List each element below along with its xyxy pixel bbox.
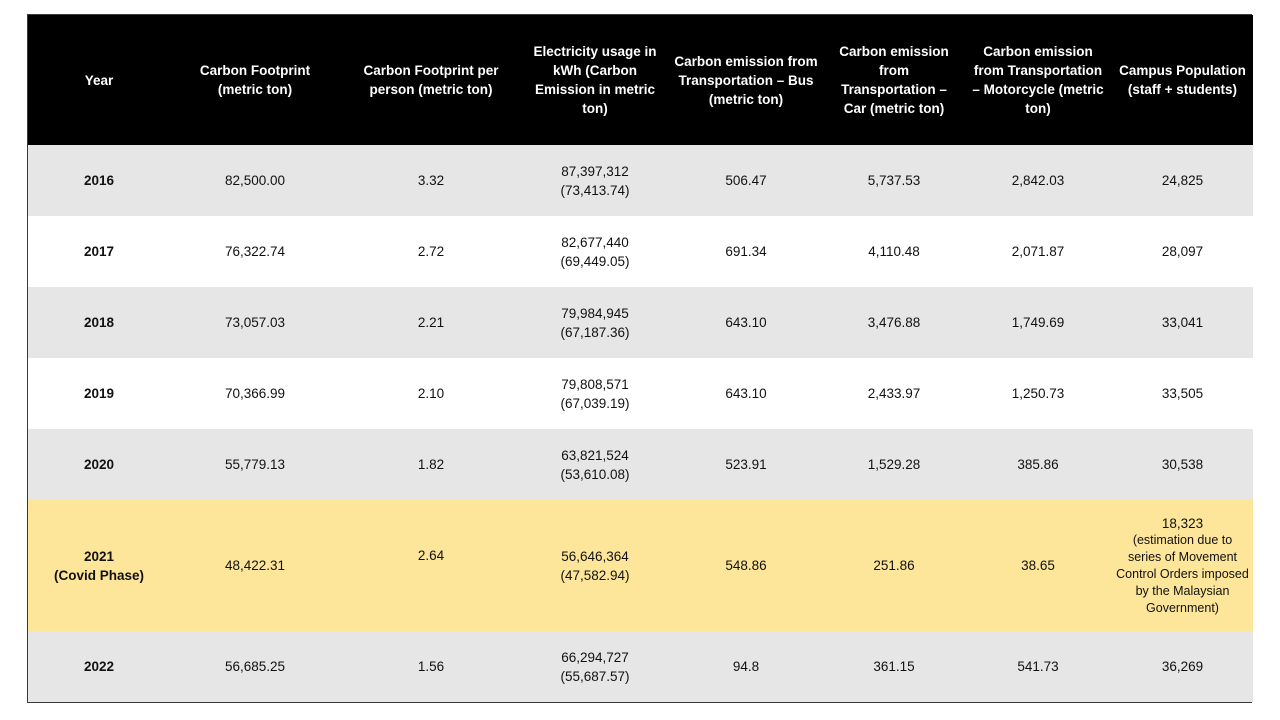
- table-row: 2020 55,779.13 1.82 63,821,524 (53,610.0…: [28, 429, 1253, 500]
- electricity-kwh: 63,821,524: [561, 447, 629, 463]
- cell-electricity-usage: 66,294,727 (55,687.57): [522, 631, 668, 702]
- electricity-emission: (67,039.19): [560, 395, 630, 411]
- table-row: 2022 56,685.25 1.56 66,294,727 (55,687.5…: [28, 631, 1253, 702]
- header-bus-emission: Carbon emission from Transportation – Bu…: [668, 15, 824, 145]
- cell-carbon-footprint: 55,779.13: [170, 429, 340, 500]
- cell-car-emission: 361.15: [824, 631, 964, 702]
- cell-motorcycle-emission: 2,842.03: [964, 145, 1112, 216]
- electricity-emission: (67,187.36): [560, 324, 630, 340]
- cell-car-emission: 251.86: [824, 500, 964, 631]
- cell-campus-population: 18,323 (estimation due to series of Move…: [1112, 500, 1253, 631]
- cell-electricity-usage: 56,646,364 (47,582.94): [522, 500, 668, 631]
- header-car-emission: Carbon emission from Transportation – Ca…: [824, 15, 964, 145]
- electricity-emission: (55,687.57): [560, 668, 630, 684]
- header-motorcycle-emission: Carbon emission from Transportation – Mo…: [964, 15, 1112, 145]
- table-row: 2019 70,366.99 2.10 79,808,571 (67,039.1…: [28, 358, 1253, 429]
- cell-car-emission: 5,737.53: [824, 145, 964, 216]
- cell-bus-emission: 643.10: [668, 287, 824, 358]
- cell-footprint-per-person: 2.72: [340, 216, 522, 287]
- cell-electricity-usage: 79,808,571 (67,039.19): [522, 358, 668, 429]
- cell-car-emission: 2,433.97: [824, 358, 964, 429]
- table-row: 2017 76,322.74 2.72 82,677,440 (69,449.0…: [28, 216, 1253, 287]
- cell-year: 2019: [28, 358, 170, 429]
- cell-carbon-footprint: 73,057.03: [170, 287, 340, 358]
- cell-bus-emission: 643.10: [668, 358, 824, 429]
- cell-campus-population: 28,097: [1112, 216, 1253, 287]
- header-electricity-usage: Electricity usage in kWh (Carbon Emissio…: [522, 15, 668, 145]
- header-carbon-footprint: Carbon Footprint (metric ton): [170, 15, 340, 145]
- cell-motorcycle-emission: 38.65: [964, 500, 1112, 631]
- year-note: (Covid Phase): [53, 567, 145, 583]
- cell-footprint-per-person: 1.82: [340, 429, 522, 500]
- cell-motorcycle-emission: 2,071.87: [964, 216, 1112, 287]
- electricity-kwh: 82,677,440: [561, 234, 629, 250]
- cell-car-emission: 4,110.48: [824, 216, 964, 287]
- cell-motorcycle-emission: 385.86: [964, 429, 1112, 500]
- cell-car-emission: 1,529.28: [824, 429, 964, 500]
- cell-campus-population: 33,505: [1112, 358, 1253, 429]
- cell-car-emission: 3,476.88: [824, 287, 964, 358]
- table-row-highlighted: 2021 (Covid Phase) 48,422.31 2.64 56,646…: [28, 500, 1253, 631]
- header-year: Year: [28, 15, 170, 145]
- cell-carbon-footprint: 76,322.74: [170, 216, 340, 287]
- cell-year: 2018: [28, 287, 170, 358]
- cell-motorcycle-emission: 1,250.73: [964, 358, 1112, 429]
- cell-electricity-usage: 87,397,312 (73,413.74): [522, 145, 668, 216]
- electricity-kwh: 79,808,571: [561, 376, 629, 392]
- electricity-emission: (47,582.94): [560, 567, 630, 583]
- cell-carbon-footprint: 82,500.00: [170, 145, 340, 216]
- cell-motorcycle-emission: 1,749.69: [964, 287, 1112, 358]
- cell-motorcycle-emission: 541.73: [964, 631, 1112, 702]
- cell-year: 2016: [28, 145, 170, 216]
- header-row: Year Carbon Footprint (metric ton) Carbo…: [28, 15, 1253, 145]
- cell-footprint-per-person: 2.10: [340, 358, 522, 429]
- population-note: (estimation due to series of Movement Co…: [1116, 532, 1249, 615]
- cell-electricity-usage: 82,677,440 (69,449.05): [522, 216, 668, 287]
- cell-bus-emission: 548.86: [668, 500, 824, 631]
- electricity-kwh: 79,984,945: [561, 305, 629, 321]
- cell-campus-population: 30,538: [1112, 429, 1253, 500]
- cell-bus-emission: 506.47: [668, 145, 824, 216]
- cell-electricity-usage: 79,984,945 (67,187.36): [522, 287, 668, 358]
- cell-year: 2021 (Covid Phase): [28, 500, 170, 631]
- cell-campus-population: 36,269: [1112, 631, 1253, 702]
- cell-carbon-footprint: 48,422.31: [170, 500, 340, 631]
- electricity-kwh: 87,397,312: [561, 163, 629, 179]
- cell-campus-population: 33,041: [1112, 287, 1253, 358]
- cell-year: 2017: [28, 216, 170, 287]
- cell-bus-emission: 94.8: [668, 631, 824, 702]
- population-value: 18,323: [1161, 515, 1204, 531]
- electricity-emission: (53,610.08): [560, 466, 630, 482]
- cell-carbon-footprint: 70,366.99: [170, 358, 340, 429]
- carbon-footprint-table-container: Year Carbon Footprint (metric ton) Carbo…: [27, 14, 1253, 703]
- cell-bus-emission: 691.34: [668, 216, 824, 287]
- electricity-emission: (69,449.05): [560, 253, 630, 269]
- header-footprint-per-person: Carbon Footprint per person (metric ton): [340, 15, 522, 145]
- header-campus-population: Campus Population (staff + students): [1112, 15, 1253, 145]
- cell-footprint-per-person: 2.21: [340, 287, 522, 358]
- year-label: 2021: [83, 548, 115, 564]
- cell-campus-population: 24,825: [1112, 145, 1253, 216]
- cell-electricity-usage: 63,821,524 (53,610.08): [522, 429, 668, 500]
- cell-year: 2022: [28, 631, 170, 702]
- cell-footprint-per-person: 3.32: [340, 145, 522, 216]
- cell-bus-emission: 523.91: [668, 429, 824, 500]
- cell-year: 2020: [28, 429, 170, 500]
- electricity-kwh: 56,646,364: [561, 548, 629, 564]
- cell-footprint-per-person: 2.64: [340, 500, 522, 631]
- cell-footprint-per-person: 1.56: [340, 631, 522, 702]
- carbon-footprint-table: Year Carbon Footprint (metric ton) Carbo…: [28, 15, 1253, 702]
- electricity-kwh: 66,294,727: [561, 649, 629, 665]
- cell-carbon-footprint: 56,685.25: [170, 631, 340, 702]
- table-row: 2016 82,500.00 3.32 87,397,312 (73,413.7…: [28, 145, 1253, 216]
- electricity-emission: (73,413.74): [560, 182, 630, 198]
- table-row: 2018 73,057.03 2.21 79,984,945 (67,187.3…: [28, 287, 1253, 358]
